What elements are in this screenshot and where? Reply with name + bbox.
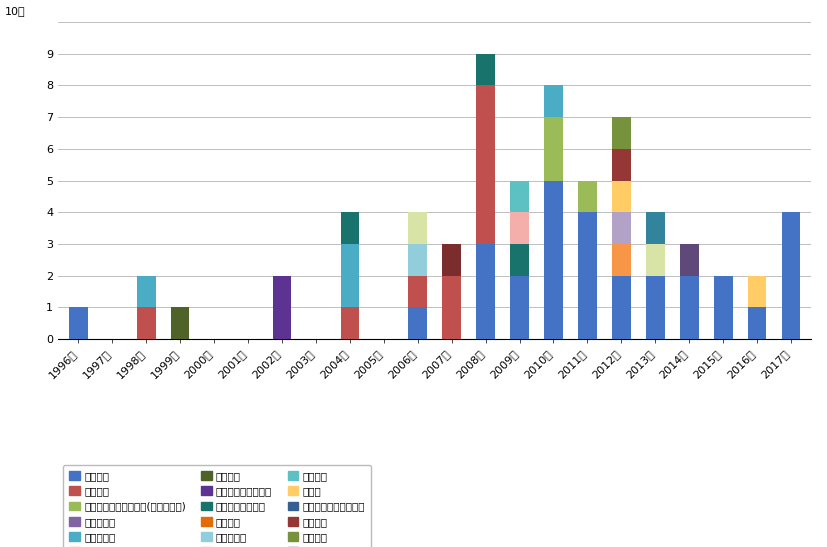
Bar: [679, 244, 698, 276]
Bar: [408, 276, 427, 307]
Bar: [747, 276, 766, 307]
Bar: [577, 212, 596, 339]
Bar: [509, 212, 528, 244]
Bar: [408, 307, 427, 339]
Bar: [611, 244, 630, 276]
Bar: [340, 244, 359, 307]
Bar: [645, 244, 664, 276]
Bar: [645, 212, 664, 244]
Bar: [611, 149, 630, 181]
Bar: [69, 307, 88, 339]
Bar: [340, 212, 359, 244]
Bar: [611, 117, 630, 149]
Bar: [476, 85, 495, 244]
Bar: [577, 181, 596, 212]
Bar: [408, 212, 427, 244]
Bar: [645, 276, 664, 339]
Bar: [136, 307, 155, 339]
Bar: [747, 307, 766, 339]
Bar: [713, 276, 732, 339]
Bar: [272, 276, 291, 339]
Bar: [509, 181, 528, 212]
Bar: [442, 244, 461, 276]
Bar: [340, 307, 359, 339]
Bar: [679, 276, 698, 339]
Bar: [476, 54, 495, 85]
Bar: [611, 181, 630, 212]
Bar: [509, 276, 528, 339]
Bar: [442, 276, 461, 339]
Bar: [543, 85, 562, 117]
Bar: [611, 276, 630, 339]
Bar: [543, 181, 562, 339]
Bar: [611, 212, 630, 244]
Bar: [781, 212, 800, 339]
Legend: 熊本大学, 河村能人, くまもと産業支援財団(テクノ財団), 神戸製鋼所, 日産自動車, 九州不二・不二ライトメタル, アルプス電気, 帝国ピストンリング, キ: 熊本大学, 河村能人, くまもと産業支援財団(テクノ財団), 神戸製鋼所, 日産…: [63, 465, 370, 547]
Bar: [136, 276, 155, 307]
Bar: [543, 117, 562, 181]
Bar: [408, 244, 427, 276]
Bar: [170, 307, 189, 339]
Bar: [476, 244, 495, 339]
Text: 10件: 10件: [5, 7, 26, 16]
Bar: [509, 244, 528, 276]
